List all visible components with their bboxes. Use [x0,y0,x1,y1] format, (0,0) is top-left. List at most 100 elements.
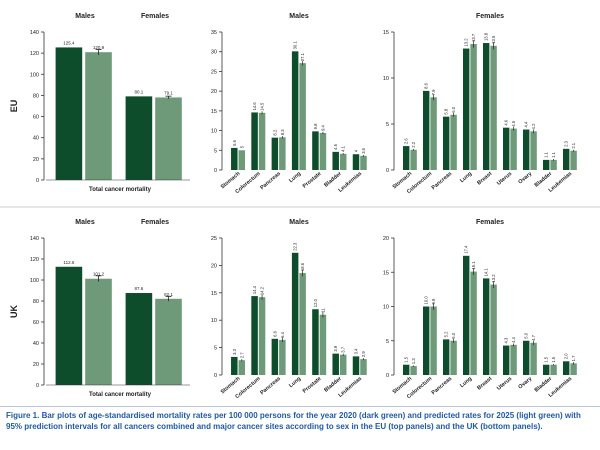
bar [563,361,569,375]
bar [443,117,449,170]
bar [503,346,509,375]
data-label: 7.9 [431,89,436,95]
bar [430,307,436,376]
data-label: 120.9 [93,45,105,50]
bar [510,345,516,375]
data-label: 8.6 [424,82,429,88]
data-label: 87.6 [135,286,144,291]
y-tick-label: 15 [211,109,217,115]
bar [85,52,112,180]
bar [403,365,409,375]
data-label: 14.1 [484,268,489,277]
figure: 020406080100120140Males125.4120.9Females… [0,0,600,406]
data-label: 1.3 [411,358,416,364]
data-label: 4.1 [341,145,346,151]
data-label: 5.0 [524,332,529,338]
x-tick-label: Pancreas [431,376,454,396]
data-label: 5.6 [232,139,237,145]
bar [85,279,112,385]
bar [251,296,257,375]
y-tick-label: 40 [33,341,39,347]
data-label: 8.3 [280,129,285,135]
data-label: 6.6 [272,330,277,336]
data-label: 22.3 [293,242,298,251]
data-label: 9.4 [320,124,325,130]
y-tick-label: 15 [383,30,389,36]
x-axis-label: Total cancer mortality [89,187,152,193]
y-tick-label: 35 [211,30,217,36]
data-label: 18.6 [300,262,305,271]
bar [320,315,326,375]
y-tick-label: 15 [211,291,217,297]
bar [503,128,509,170]
data-label: 5.8 [444,108,449,114]
bar [155,97,182,180]
bar [126,96,153,180]
data-label: 4.5 [511,120,516,126]
y-tick-label: 80 [33,299,39,305]
data-label: 13.2 [491,274,496,283]
bar [510,129,516,170]
bar [56,267,83,385]
data-label: 13.7 [471,33,476,42]
bar [292,253,298,375]
data-label: 5 [239,145,244,148]
data-label: 4.4 [511,336,516,342]
data-label: 125.4 [63,40,75,45]
y-tick-label: 40 [33,136,39,142]
data-label: 2.0 [564,353,569,359]
bar [340,154,346,170]
y-tick-label: 5 [214,148,217,154]
bar [332,354,338,375]
y-tick-label: 0 [36,178,39,184]
bar [312,131,318,170]
bar [443,339,449,375]
bar [430,97,436,170]
data-label: 2.7 [239,352,244,358]
y-tick-label: 5 [214,346,217,352]
data-label: 79.1 [164,90,173,95]
y-tick-label: 10 [383,305,389,311]
x-tick-label: Lung [288,171,302,184]
data-label: 8.2 [272,129,277,135]
data-label: 1.7 [571,355,576,361]
data-label: 3.6 [361,147,366,153]
data-label: 11 [320,308,325,313]
bar [550,365,556,375]
data-label: 6.4 [280,331,285,337]
bar [239,150,245,170]
data-label: 5.2 [444,331,449,337]
bar [470,272,476,375]
bar [239,360,245,375]
data-label: 2.6 [404,138,409,144]
data-label: 13.2 [464,38,469,47]
x-tick-label: Ovary [517,375,534,390]
bar [231,357,237,375]
y-tick-label: 140 [30,30,39,36]
group-title: Males [75,13,95,20]
y-tick-label: 100 [30,72,39,78]
figure-caption: Figure 1. Bar plots of age-standardised … [6,410,594,432]
y-tick-label: 25 [211,236,217,242]
data-label: 2.2 [411,141,416,147]
y-tick-label: 10 [383,76,389,82]
bar [450,341,456,375]
data-label: 4.6 [333,143,338,149]
bar [279,340,285,375]
y-tick-label: 20 [33,157,39,163]
bar [543,160,549,170]
data-label: 9.9 [431,298,436,304]
y-tick-label: 0 [386,168,389,174]
bar [279,137,285,170]
region-label: EU [9,100,19,113]
y-tick-label: 10 [211,129,217,135]
chart-panel-eu-total: 0 20 40 60 80 100 120 140 Males 125.4 120.9 Females… [9,13,190,193]
data-label: 14.4 [252,285,257,294]
bar [570,151,576,170]
data-label: 1.1 [544,151,549,157]
data-label: 27.1 [300,52,305,61]
data-label: 10.0 [424,296,429,305]
data-label: 1.5 [544,356,549,362]
data-label: 101.2 [93,272,105,277]
